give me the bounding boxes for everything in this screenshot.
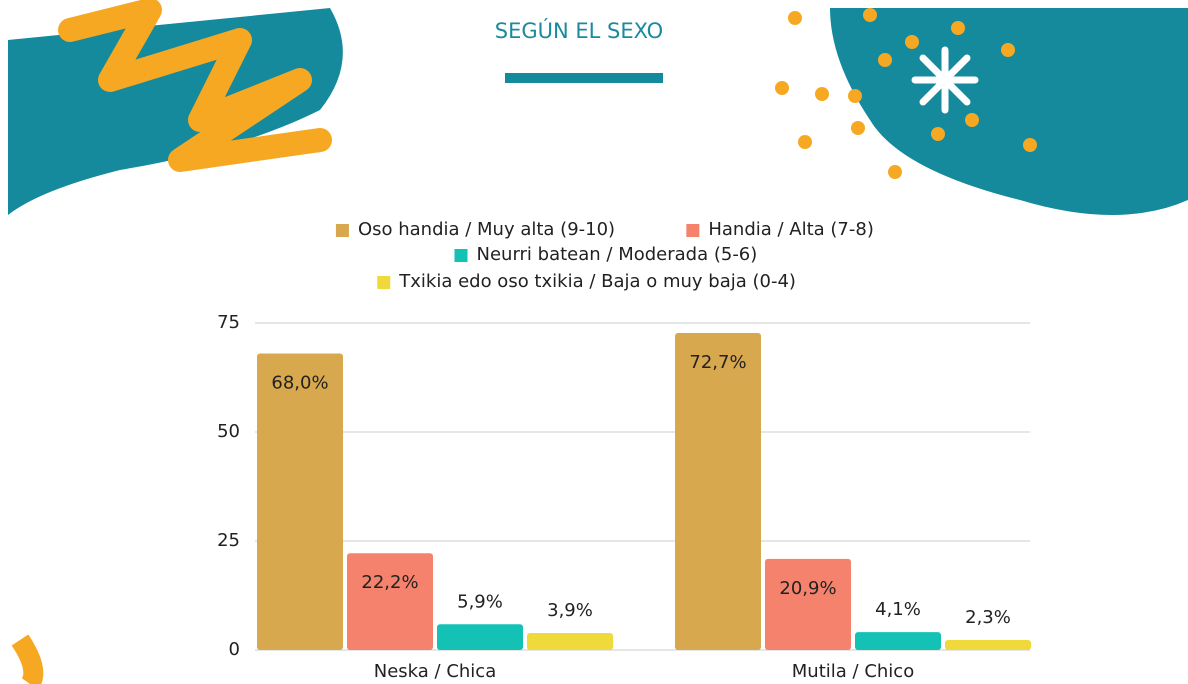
bar: [765, 559, 851, 650]
bar: [437, 624, 523, 650]
y-tick-label: 0: [229, 639, 240, 660]
data-label: 4,1%: [875, 599, 921, 620]
chart-title: SEGÚN EL SEXO: [495, 18, 663, 43]
legend-swatch: [377, 276, 390, 289]
bar: [675, 333, 761, 650]
legend-label: Oso handia / Muy alta (9-10): [358, 219, 615, 240]
x-tick-label: Mutila / Chico: [792, 661, 914, 682]
legend-swatch: [336, 224, 349, 237]
data-label: 22,2%: [361, 572, 418, 593]
data-label: 20,9%: [779, 578, 836, 599]
data-label: 2,3%: [965, 607, 1011, 628]
legend-swatch: [686, 224, 699, 237]
decoration: [8, 8, 1188, 684]
bar: [855, 632, 941, 650]
data-label: 3,9%: [547, 600, 593, 621]
bar: [347, 553, 433, 650]
data-label: 68,0%: [271, 373, 328, 394]
legend-swatch: [455, 249, 468, 262]
bar: [945, 640, 1031, 650]
y-tick-label: 50: [217, 421, 240, 442]
legend-label: Txikia edo oso txikia / Baja o muy baja …: [398, 271, 796, 292]
bar: [257, 354, 343, 650]
legend-label: Handia / Alta (7-8): [708, 219, 874, 240]
bar: [527, 633, 613, 650]
x-tick-label: Neska / Chica: [374, 661, 496, 682]
data-label: 72,7%: [689, 352, 746, 373]
data-label: 5,9%: [457, 591, 503, 612]
y-tick-label: 75: [217, 312, 240, 333]
y-tick-label: 25: [217, 530, 240, 551]
chart: SEGÚN EL SEXO 0 25 50 75 Oso handia / Muy al…: [0, 0, 1188, 684]
legend-label: Neurri batean / Moderada (5-6): [477, 244, 758, 265]
